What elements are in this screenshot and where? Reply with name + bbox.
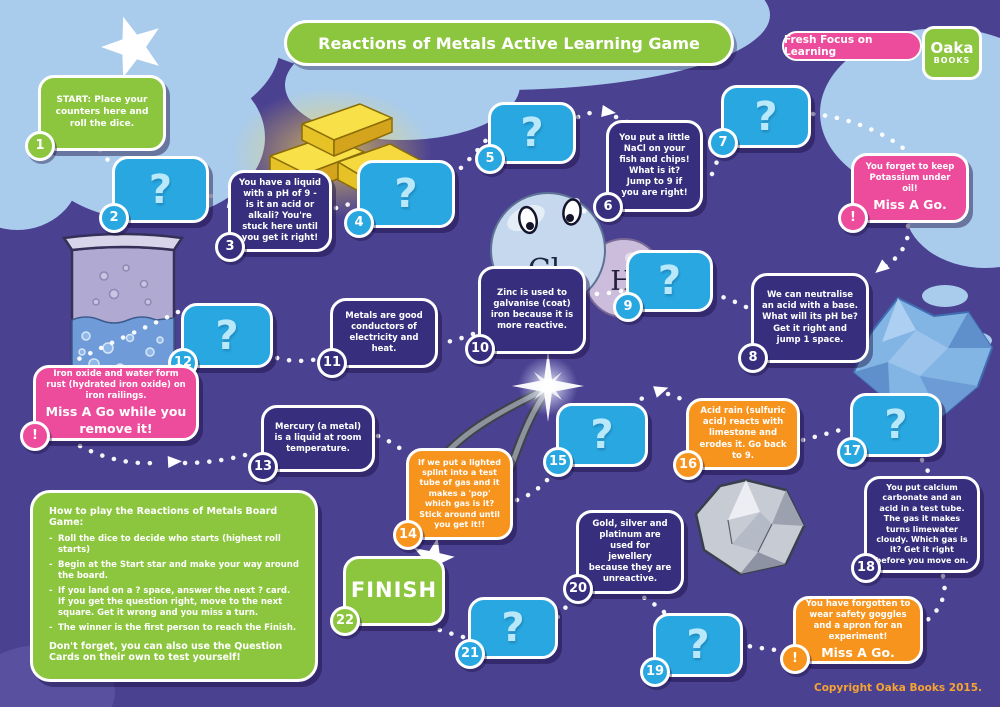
space-19-question: ? 19 bbox=[640, 613, 743, 687]
game-title: Reactions of Metals Active Learning Game bbox=[284, 20, 734, 66]
space-14-fact: If we put a lighted splint into a test t… bbox=[393, 448, 513, 550]
space-4-number: 4 bbox=[344, 208, 374, 238]
instruction-bullet: Roll the dice to decide who starts (high… bbox=[49, 534, 299, 556]
question-mark-icon: ? bbox=[501, 605, 525, 651]
space-14-number: 14 bbox=[393, 520, 423, 550]
space-5-question: ? 5 bbox=[475, 102, 576, 174]
space-15-question: ? 15 bbox=[543, 403, 648, 477]
space-1-start: START: Place your counters here and roll… bbox=[25, 75, 166, 161]
beaker-illustration bbox=[61, 232, 185, 388]
space-11-text: Metals are good conductors of electricit… bbox=[345, 310, 423, 355]
space-17-question: ? 17 bbox=[837, 393, 942, 467]
space-4-question: ? 4 bbox=[344, 160, 455, 238]
space-6-text: You put a little NaCl on your fish and c… bbox=[619, 132, 690, 199]
space-7-number: 7 bbox=[708, 128, 738, 158]
space-21-number: 21 bbox=[455, 639, 485, 669]
penalty-safety-text: You have forgotten to wear safety goggle… bbox=[805, 598, 911, 642]
space-7-question: ? 7 bbox=[708, 85, 811, 158]
space-16-number: 16 bbox=[673, 450, 703, 480]
question-mark-icon: ? bbox=[884, 402, 908, 448]
space-13-fact: Mercury (a metal) is a liquid at room te… bbox=[248, 405, 375, 482]
space-13-number: 13 bbox=[248, 452, 278, 482]
space-6-number: 6 bbox=[593, 192, 623, 222]
instructions-panel: How to play the Reactions of Metals Boar… bbox=[30, 490, 318, 682]
cloud bbox=[922, 285, 968, 307]
space-20-number: 20 bbox=[563, 574, 593, 604]
penalty-potassium-action: Miss A Go. bbox=[873, 197, 947, 213]
space-22-number: 22 bbox=[330, 606, 360, 636]
copyright: Copyright Oaka Books 2015. bbox=[814, 682, 982, 694]
space-20-text: Gold, silver and platinum are used for j… bbox=[588, 518, 672, 585]
oaka-books-logo: Oaka BOOKS bbox=[922, 26, 982, 80]
space-18-number: 18 bbox=[851, 553, 881, 583]
space-3-number: 3 bbox=[215, 232, 245, 262]
space-8-number: 8 bbox=[738, 343, 768, 373]
question-mark-icon: ? bbox=[657, 258, 682, 304]
space-10-fact: Zinc is used to galvanise (coat) iron be… bbox=[465, 266, 586, 364]
space-18-fact: You put calcium carbonate and an acid in… bbox=[851, 476, 980, 583]
space-2-number: 2 bbox=[99, 203, 129, 233]
space-16-text: Acid rain (sulfuric acid) reacts with li… bbox=[699, 406, 787, 461]
penalty-safety-action: Miss A Go. bbox=[821, 644, 895, 660]
logo-text-top: Oaka bbox=[930, 39, 974, 57]
question-mark-icon: ? bbox=[394, 171, 418, 217]
space-2-question: ? 2 bbox=[99, 156, 209, 233]
space-20-fact: Gold, silver and platinum are used for j… bbox=[563, 510, 684, 604]
space-13-text: Mercury (a metal) is a liquid at room te… bbox=[274, 421, 362, 455]
instructions-list: Roll the dice to decide who starts (high… bbox=[49, 534, 299, 634]
space-3-text: You have a liquid with a pH of 9 - is it… bbox=[239, 177, 321, 244]
question-mark-icon: ? bbox=[215, 312, 239, 359]
instruction-bullet: Begin at the Start star and make your wa… bbox=[49, 560, 299, 582]
finish-label: FINISH bbox=[350, 578, 438, 603]
question-mark-icon: ? bbox=[590, 412, 614, 458]
space-6-fact: You put a little NaCl on your fish and c… bbox=[593, 120, 703, 222]
question-mark-icon: ? bbox=[754, 93, 778, 140]
penalty-iron-oxide-action: Miss A Go while you remove it! bbox=[45, 404, 187, 436]
space-19-number: 19 bbox=[640, 657, 670, 687]
instructions-heading: How to play the Reactions of Metals Boar… bbox=[49, 506, 278, 528]
space-10-text: Zinc is used to galvanise (coat) iron be… bbox=[490, 287, 574, 332]
space-18-text: You put calcium carbonate and an acid in… bbox=[875, 482, 969, 565]
space-22-finish: FINISH 22 bbox=[330, 556, 445, 636]
question-mark-icon: ? bbox=[686, 622, 710, 668]
space-14-text: If we put a lighted splint into a test t… bbox=[418, 457, 501, 529]
space-11-fact: Metals are good conductors of electricit… bbox=[317, 298, 438, 378]
penalty-safety-mark: ! bbox=[780, 644, 810, 674]
logo-text-bottom: BOOKS bbox=[933, 56, 971, 65]
penalty-iron-oxide: Iron oxide and water form rust (hydrated… bbox=[20, 365, 199, 451]
space-15-number: 15 bbox=[543, 447, 573, 477]
question-mark-icon: ? bbox=[148, 166, 173, 213]
cloud bbox=[958, 332, 992, 349]
space-3-fact: You have a liquid with a pH of 9 - is it… bbox=[215, 170, 332, 262]
space-21-question: ? 21 bbox=[455, 597, 558, 669]
space-9-question: ? 9 bbox=[613, 250, 713, 322]
space-10-number: 10 bbox=[465, 334, 495, 364]
penalty-potassium: You forget to keep Potassium under oil! … bbox=[838, 153, 969, 233]
space-11-number: 11 bbox=[317, 348, 347, 378]
space-5-number: 5 bbox=[475, 144, 505, 174]
rock-illustration bbox=[694, 478, 806, 576]
space-17-number: 17 bbox=[837, 437, 867, 467]
space-8-fact: We can neutralise an acid with a base. W… bbox=[738, 273, 869, 373]
space-16-fact: Acid rain (sulfuric acid) reacts with li… bbox=[673, 398, 800, 480]
penalty-safety: You have forgotten to wear safety goggle… bbox=[780, 596, 923, 674]
space-1-number: 1 bbox=[25, 131, 55, 161]
penalty-iron-oxide-mark: ! bbox=[20, 421, 50, 451]
brand-tagline: Fresh Focus on Learning bbox=[782, 31, 922, 61]
penalty-potassium-mark: ! bbox=[838, 203, 868, 233]
instructions-footer: Don't forget, you can also use the Quest… bbox=[49, 641, 283, 664]
space-12-question: ? 12 bbox=[168, 303, 273, 378]
space-8-text: We can neutralise an acid with a base. W… bbox=[762, 290, 858, 345]
penalty-potassium-text: You forget to keep Potassium under oil! bbox=[865, 162, 955, 195]
question-mark-icon: ? bbox=[520, 110, 544, 156]
instruction-bullet: The winner is the first person to reach … bbox=[49, 623, 299, 634]
penalty-iron-oxide-text: Iron oxide and water form rust (hydrated… bbox=[46, 369, 186, 402]
space-1-text: START: Place your counters here and roll… bbox=[55, 95, 149, 129]
instruction-bullet: If you land on a ? space, answer the nex… bbox=[49, 586, 299, 619]
space-9-number: 9 bbox=[613, 292, 643, 322]
